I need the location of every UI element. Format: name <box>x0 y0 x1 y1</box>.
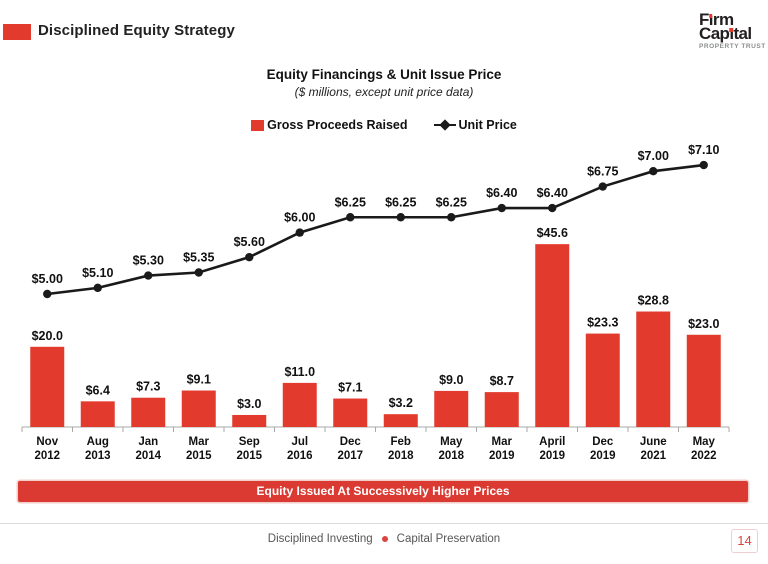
footer-dot-icon <box>381 536 388 542</box>
legend-label-gross-proceeds: Gross Proceeds Raised <box>267 118 408 132</box>
x-axis-label: May 2022 <box>691 436 717 462</box>
bar-value-label: $28.8 <box>638 294 669 308</box>
logo-word-capital: Capı tal <box>699 24 752 44</box>
legend-label-unit-price: Unit Price <box>458 118 517 132</box>
unit-price-marker <box>194 268 203 277</box>
unit-price-marker <box>346 213 355 222</box>
line-diamond-icon <box>433 119 456 131</box>
unit-price-label: $5.30 <box>133 254 164 268</box>
unit-price-label: $7.10 <box>688 143 719 157</box>
bar <box>535 244 570 427</box>
unit-price-label: $6.75 <box>587 165 618 179</box>
unit-price-line <box>47 163 704 296</box>
footer-motto: Disciplined Investing Capital Preservati… <box>0 533 768 545</box>
bar <box>686 334 721 427</box>
unit-price-marker <box>649 167 658 176</box>
chart-legend: Gross Proceeds Raised Unit Price <box>0 118 768 132</box>
bar-value-label: $6.4 <box>86 383 110 397</box>
bar-value-label: $7.3 <box>136 380 160 394</box>
bar-value-label: $23.3 <box>587 316 618 330</box>
unit-price-label: $6.25 <box>335 195 366 209</box>
bar <box>636 311 671 427</box>
brand-accent-square <box>3 24 31 40</box>
logo-word-firm: Fı rm <box>699 10 734 29</box>
unit-price-label: $6.25 <box>385 195 416 209</box>
bar <box>383 414 418 427</box>
unit-price-label: $6.25 <box>436 195 467 209</box>
bar-value-label: $45.6 <box>537 226 568 240</box>
x-axis-label: Mar 2015 <box>186 436 212 462</box>
unit-price-label: $6.40 <box>486 186 517 200</box>
x-axis-label: June 2021 <box>640 436 667 462</box>
x-axis-label: Dec 2019 <box>590 436 616 462</box>
unit-price-label: $5.10 <box>82 266 113 280</box>
unit-price-marker <box>447 213 456 222</box>
x-axis-label: Sep 2015 <box>236 436 262 462</box>
bar <box>181 390 216 427</box>
unit-price-marker <box>396 213 405 222</box>
unit-price-marker <box>598 182 607 191</box>
banner: Equity Issued At Successively Higher Pri… <box>18 481 748 502</box>
footer-motto-right: Capital Preservation <box>396 533 501 545</box>
x-axis-label: Dec 2017 <box>337 436 363 462</box>
bar <box>434 390 469 427</box>
x-axis-label: Mar 2019 <box>489 436 515 462</box>
bar <box>585 333 620 427</box>
unit-price-label: $5.60 <box>234 235 265 249</box>
x-axis-label: Feb 2018 <box>388 436 414 462</box>
chart-subtitle: ($ millions, except unit price data) <box>294 85 474 99</box>
unit-price-marker <box>144 271 153 280</box>
footer-divider <box>0 523 768 524</box>
x-axis-label: Jul 2016 <box>287 436 313 462</box>
firm-capital-logo: Fı rm Capı tal PROPERTY TRUST <box>699 10 766 50</box>
unit-price-label: $6.40 <box>537 186 568 200</box>
bar <box>30 346 65 427</box>
legend-item-unit-price: Unit Price <box>433 118 517 132</box>
unit-price-marker <box>43 289 52 299</box>
chart-title: Equity Financings & Unit Issue Price <box>266 67 502 82</box>
logo-tagline: PROPERTY TRUST <box>699 42 766 50</box>
unit-price-marker <box>93 283 102 293</box>
bar-value-label: $8.7 <box>490 374 514 388</box>
footer-motto-left: Disciplined Investing <box>267 533 373 545</box>
bar <box>333 398 368 427</box>
unit-price-label: $6.00 <box>284 211 315 225</box>
bar-value-label: $7.1 <box>338 381 362 395</box>
bar-swatch-icon <box>251 119 265 131</box>
bar <box>80 401 115 427</box>
bar <box>484 392 519 427</box>
equity-financings-chart: Nov 2012 Aug 2013 Jan 2014 Mar 2015 Sep 2015 Jul 20… <box>21 143 730 462</box>
x-axis-label: April 2019 <box>539 436 565 462</box>
x-axis-label: Nov 2012 <box>34 436 60 462</box>
x-axis-label: Jan 2014 <box>135 436 161 462</box>
bar <box>131 397 166 427</box>
bar-value-label: $23.0 <box>688 317 719 331</box>
unit-price-label: $5.00 <box>32 272 63 286</box>
bar-value-label: $3.2 <box>389 396 413 410</box>
page-title: Disciplined Equity Strategy <box>38 22 235 39</box>
x-axis-label: Aug 2013 <box>85 436 111 462</box>
unit-price-marker <box>699 160 708 170</box>
unit-price-marker <box>295 228 304 237</box>
unit-price-marker <box>245 252 254 262</box>
unit-price-marker <box>497 203 506 213</box>
bar <box>232 414 267 427</box>
bar <box>282 382 317 427</box>
x-axis-label: May 2018 <box>438 436 464 462</box>
unit-price-marker <box>548 203 557 213</box>
bar-value-label: $20.0 <box>32 329 63 343</box>
logo-i-dot <box>729 28 734 32</box>
bar-value-label: $9.0 <box>439 373 463 387</box>
bar-value-label: $9.1 <box>187 373 211 387</box>
bar-value-label: $11.0 <box>284 365 315 379</box>
legend-item-gross-proceeds: Gross Proceeds Raised <box>251 118 408 132</box>
unit-price-label: $5.35 <box>183 251 214 265</box>
page-number: 14 <box>731 529 758 553</box>
logo-i-dot <box>709 14 713 18</box>
bar-value-label: $3.0 <box>237 397 261 411</box>
unit-price-label: $7.00 <box>638 149 669 163</box>
